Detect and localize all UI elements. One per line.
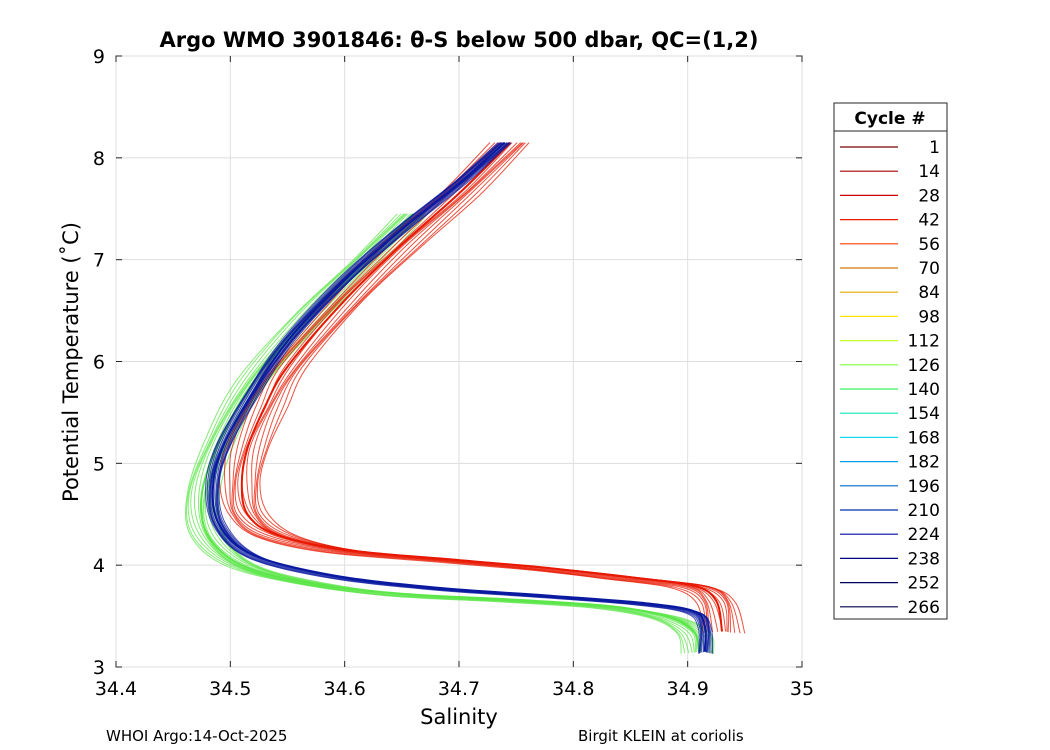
legend-label: 238 (908, 549, 940, 569)
x-axis-label: Salinity (420, 705, 498, 729)
series-line (232, 142, 714, 633)
legend-label: 210 (908, 501, 940, 521)
legend-label: 140 (908, 380, 940, 400)
legend-label: 182 (908, 453, 940, 473)
legend-label: 84 (918, 283, 940, 303)
series-core-line (240, 141, 723, 632)
legend-label: 42 (918, 211, 940, 231)
y-axis-label: Potential Temperature (˚C) (59, 222, 83, 502)
y-tick-label: 3 (93, 657, 105, 679)
y-tick-label: 8 (93, 148, 105, 170)
legend-label: 168 (908, 428, 940, 448)
legend-title: Cycle # (854, 109, 925, 129)
y-tick-label: 6 (93, 352, 105, 374)
legend-label: 196 (908, 477, 940, 497)
legend-label: 224 (908, 525, 940, 545)
legend-label: 98 (918, 307, 940, 327)
legend: Cycle # 1 14 28 42 56 70 84 98 112 126 140 154 168 18… (833, 102, 948, 620)
x-tick-label: 34.4 (95, 678, 137, 700)
series-core-line (211, 141, 707, 652)
axis-tick-labels: 34.4 34.5 34.6 34.7 34.8 34.9 35 3 4 5 6 7 8 9 (93, 46, 814, 700)
legend-label: 266 (908, 598, 940, 618)
legend-label: 1 (929, 138, 940, 158)
chart-title: Argo WMO 3901846: θ-S below 500 dbar, QC… (160, 28, 759, 52)
footer-right: Birgit KLEIN at coriolis (578, 727, 744, 745)
series-bundle (205, 141, 714, 654)
x-tick-label: 34.5 (209, 678, 251, 700)
legend-entries: 1 14 28 42 56 70 84 98 112 126 140 154 168 182 196 210 2… (840, 138, 940, 618)
series-line (185, 213, 682, 654)
legend-label: 56 (918, 235, 940, 255)
legend-label: 112 (908, 332, 940, 352)
series-line (186, 213, 686, 654)
legend-box (833, 102, 948, 620)
legend-label: 14 (918, 162, 940, 182)
legend-label: 154 (908, 404, 940, 424)
y-tick-label: 9 (93, 46, 105, 68)
x-tick-label: 34.8 (552, 678, 594, 700)
x-tick-label: 34.7 (438, 678, 480, 700)
ts-curves (185, 141, 746, 654)
series-line (218, 142, 714, 654)
legend-label: 252 (908, 574, 940, 594)
series-line (231, 142, 709, 633)
y-tick-label: 4 (93, 555, 105, 577)
x-tick-label: 34.6 (324, 678, 366, 700)
legend-label: 70 (918, 259, 940, 279)
x-tick-label: 34.9 (667, 678, 709, 700)
legend-label: 126 (908, 356, 940, 376)
y-tick-label: 7 (93, 250, 105, 272)
y-tick-label: 5 (93, 453, 105, 475)
x-tick-label: 35 (790, 678, 814, 700)
footer-left: WHOI Argo:14-Oct-2025 (106, 727, 287, 745)
legend-label: 28 (918, 186, 940, 206)
axis-ticks (115, 55, 803, 668)
